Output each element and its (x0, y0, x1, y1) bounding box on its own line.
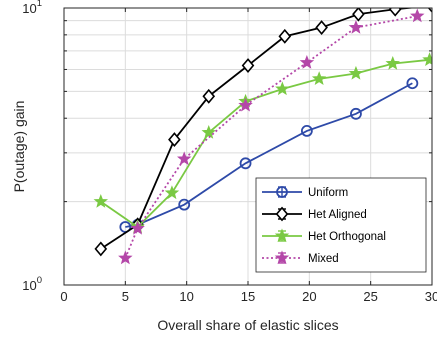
series-line (100, 8, 417, 250)
data-point (238, 97, 253, 112)
data-point (164, 185, 180, 200)
x-tick-label: 25 (363, 289, 377, 304)
data-point (348, 19, 364, 34)
data-point (315, 20, 328, 35)
x-tick-label: 0 (60, 289, 67, 304)
legend: Uniform Het Aligned Het Orthogonal Mixed (255, 177, 427, 273)
data-point (427, 8, 432, 14)
data-point (311, 71, 327, 85)
legend-item-2: Het Aligned (262, 206, 367, 222)
y-tick-base: 10 (22, 278, 36, 293)
x-tick-label: 20 (302, 289, 316, 304)
x-tick-label: 10 (179, 289, 193, 304)
data-point (406, 77, 419, 90)
data-point (276, 186, 288, 198)
data-point (348, 65, 364, 80)
data-point (241, 58, 255, 73)
data-point (275, 81, 290, 96)
legend-label: Mixed (308, 253, 339, 265)
data-point (201, 124, 216, 139)
data-point (168, 132, 181, 147)
data-point (118, 250, 133, 265)
x-tick-label: 30 (425, 289, 437, 304)
data-point (300, 125, 313, 137)
data-point (176, 151, 192, 166)
series-4 (118, 8, 425, 265)
legend-item-3: Het Orthogonal (262, 228, 386, 243)
data-point (410, 8, 425, 23)
x-axis: 0 5 10 15 20 25 30 (60, 8, 437, 304)
data-point (278, 28, 292, 44)
data-point (94, 241, 108, 257)
y-tick-label: 101 (22, 0, 42, 16)
y-axis-title: P(outage) gain (11, 101, 27, 193)
series-line (100, 58, 430, 229)
data-point (299, 55, 315, 69)
y-tick-label: 100 (22, 275, 42, 293)
data-point (274, 228, 290, 243)
data-point (275, 206, 289, 222)
data-point (274, 250, 290, 265)
data-point (350, 107, 362, 120)
data-point (422, 52, 432, 66)
legend-item-4: Mixed (262, 250, 339, 265)
legend-label: Het Orthogonal (308, 231, 386, 243)
data-point (93, 194, 109, 208)
legend-item-1: Uniform (262, 186, 348, 199)
x-tick-label: 5 (122, 289, 129, 304)
data-point (202, 88, 216, 104)
y-tick-exponent: 1 (37, 0, 42, 9)
data-point (239, 157, 252, 170)
data-point (388, 8, 402, 17)
data-point (130, 220, 145, 235)
series-group (93, 8, 432, 265)
y-tick-base: 10 (22, 1, 36, 16)
legend-label: Het Aligned (308, 209, 367, 221)
data-point (352, 8, 365, 22)
y-tick-exponent: 0 (37, 275, 42, 286)
legend-label: Uniform (308, 187, 348, 199)
x-axis-title: Overall share of elastic slices (157, 317, 338, 333)
data-point (178, 198, 191, 211)
x-tick-label: 15 (241, 289, 255, 304)
data-point (385, 55, 400, 70)
